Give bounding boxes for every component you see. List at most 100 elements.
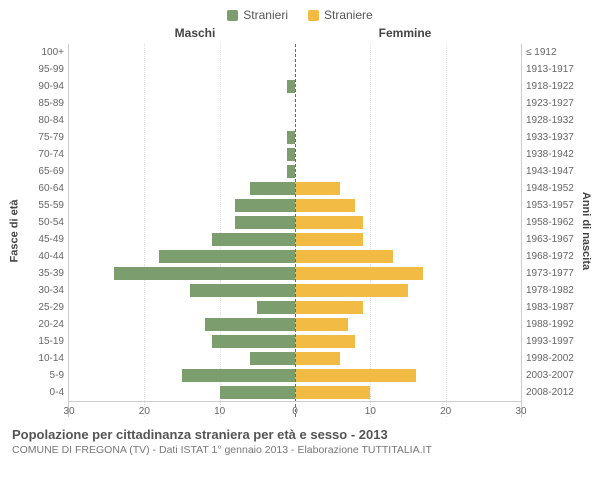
age-labels: 100+95-9990-9485-8980-8475-7970-7465-696…: [22, 44, 68, 417]
age-label: 50-54: [22, 214, 64, 231]
age-label: 90-94: [22, 78, 64, 95]
legend-item-female: Straniere: [308, 8, 373, 22]
age-label: 60-64: [22, 180, 64, 197]
xtick: 20: [440, 406, 451, 417]
bar-male: [114, 267, 295, 280]
birth-label: 2003-2007: [526, 367, 578, 384]
age-label: 95-99: [22, 61, 64, 78]
age-label: 85-89: [22, 95, 64, 112]
bar-female: [295, 267, 423, 280]
bar-male: [190, 284, 295, 297]
plot-area: 3020100102030: [68, 44, 522, 417]
birth-label: 1918-1922: [526, 78, 578, 95]
bar-male: [212, 233, 295, 246]
xtick: 30: [515, 406, 526, 417]
centerline: [295, 44, 296, 417]
birth-label: 1938-1942: [526, 146, 578, 163]
legend: Stranieri Straniere: [0, 0, 600, 26]
birth-labels: ≤ 19121913-19171918-19221923-19271928-19…: [522, 44, 578, 417]
age-label: 55-59: [22, 197, 64, 214]
birth-label: 1963-1967: [526, 231, 578, 248]
birth-label: 2008-2012: [526, 384, 578, 401]
birth-label: 1993-1997: [526, 333, 578, 350]
bar-female: [295, 352, 340, 365]
bar-male: [287, 80, 295, 93]
header-female: Femmine: [300, 26, 510, 40]
bar-male: [212, 335, 295, 348]
birth-label: 1923-1927: [526, 95, 578, 112]
bar-male: [287, 165, 295, 178]
birth-label: 1983-1987: [526, 299, 578, 316]
birth-label: 1943-1947: [526, 163, 578, 180]
bar-male: [287, 131, 295, 144]
bar-male: [182, 369, 295, 382]
legend-label-female: Straniere: [324, 8, 373, 22]
bar-female: [295, 301, 363, 314]
bar-female: [295, 318, 348, 331]
age-label: 80-84: [22, 112, 64, 129]
age-label: 15-19: [22, 333, 64, 350]
age-label: 5-9: [22, 367, 64, 384]
bar-female: [295, 335, 355, 348]
bar-female: [295, 250, 393, 263]
footer: Popolazione per cittadinanza straniera p…: [0, 417, 600, 456]
birth-label: 1958-1962: [526, 214, 578, 231]
xtick: 0: [292, 406, 298, 417]
column-headers: Maschi Femmine: [0, 26, 600, 44]
birth-label: 1933-1937: [526, 129, 578, 146]
bar-male: [235, 216, 295, 229]
age-label: 75-79: [22, 129, 64, 146]
bar-female: [295, 233, 363, 246]
bar-male: [287, 148, 295, 161]
swatch-female: [308, 10, 319, 21]
birth-label: 1988-1992: [526, 316, 578, 333]
header-male: Maschi: [90, 26, 300, 40]
age-label: 10-14: [22, 350, 64, 367]
chart: Fasce di età 100+95-9990-9485-8980-8475-…: [0, 44, 600, 417]
age-label: 0-4: [22, 384, 64, 401]
bar-male: [250, 182, 295, 195]
age-label: 40-44: [22, 248, 64, 265]
swatch-male: [227, 10, 238, 21]
age-label: 20-24: [22, 316, 64, 333]
bar-male: [257, 301, 295, 314]
birth-label: 1913-1917: [526, 61, 578, 78]
age-label: 35-39: [22, 265, 64, 282]
xtick: 30: [63, 406, 74, 417]
birth-label: 1948-1952: [526, 180, 578, 197]
bar-male: [205, 318, 295, 331]
x-axis: 3020100102030: [69, 401, 521, 417]
birth-label: 1928-1932: [526, 112, 578, 129]
legend-item-male: Stranieri: [227, 8, 288, 22]
birth-label: ≤ 1912: [526, 44, 578, 61]
bar-female: [295, 182, 340, 195]
age-label: 25-29: [22, 299, 64, 316]
xtick: 20: [139, 406, 150, 417]
birth-label: 1953-1957: [526, 197, 578, 214]
age-label: 65-69: [22, 163, 64, 180]
chart-title: Popolazione per cittadinanza straniera p…: [12, 427, 588, 442]
birth-label: 1998-2002: [526, 350, 578, 367]
bar-male: [220, 386, 295, 399]
xtick: 10: [214, 406, 225, 417]
age-label: 30-34: [22, 282, 64, 299]
bar-male: [159, 250, 295, 263]
ylabel-left: Fasce di età: [6, 44, 22, 417]
bar-male: [250, 352, 295, 365]
chart-subtitle: COMUNE DI FREGONA (TV) - Dati ISTAT 1° g…: [12, 444, 588, 456]
bar-female: [295, 284, 408, 297]
birth-label: 1973-1977: [526, 265, 578, 282]
bar-male: [235, 199, 295, 212]
age-label: 100+: [22, 44, 64, 61]
bar-female: [295, 216, 363, 229]
ylabel-right: Anni di nascita: [578, 44, 594, 417]
xtick: 10: [365, 406, 376, 417]
birth-label: 1978-1982: [526, 282, 578, 299]
birth-label: 1968-1972: [526, 248, 578, 265]
legend-label-male: Stranieri: [243, 8, 288, 22]
age-label: 70-74: [22, 146, 64, 163]
bar-female: [295, 369, 416, 382]
bar-female: [295, 386, 370, 399]
bar-female: [295, 199, 355, 212]
age-label: 45-49: [22, 231, 64, 248]
